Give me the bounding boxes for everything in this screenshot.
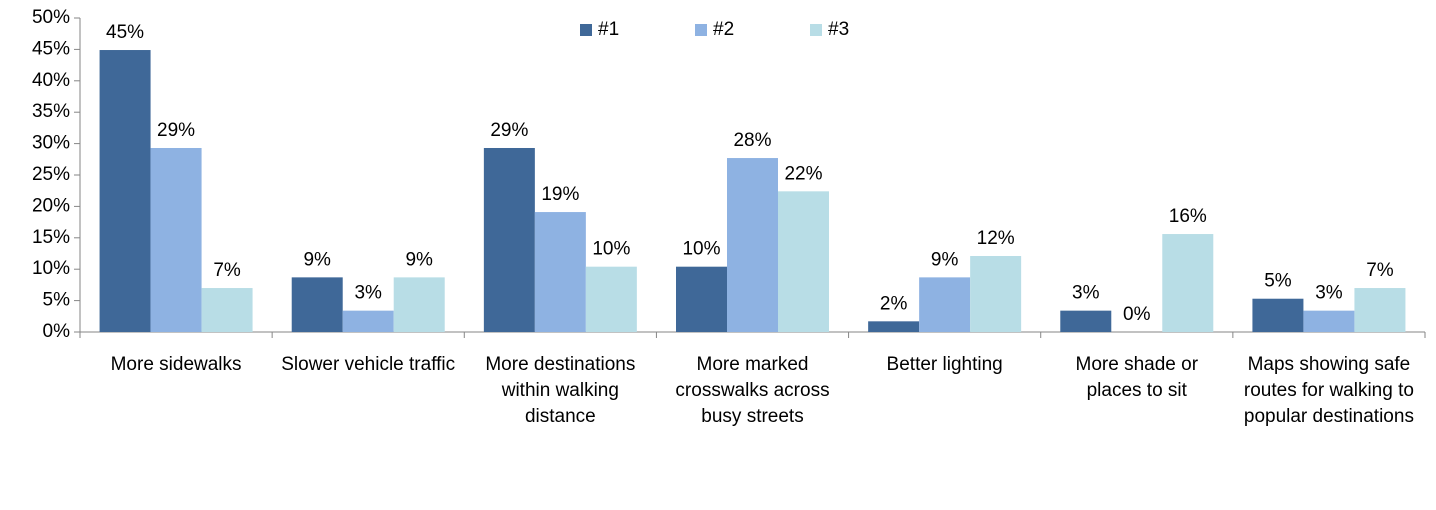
bar	[585, 266, 637, 332]
bar	[1252, 298, 1304, 332]
data-label: 10%	[682, 239, 720, 260]
y-tick-label: 15%	[32, 227, 70, 248]
x-tick-label: Better lighting	[886, 354, 1003, 375]
x-tick-label: Maps showing safe routes for walking to …	[1243, 354, 1414, 427]
x-tick-label: Slower vehicle traffic	[281, 354, 456, 375]
bar	[1303, 310, 1355, 332]
data-label: 29%	[157, 120, 195, 141]
y-tick-label: 0%	[43, 321, 71, 342]
bar	[919, 277, 971, 332]
y-tick-label: 5%	[43, 290, 71, 311]
y-tick-label: 20%	[32, 195, 70, 216]
x-tick-label: More marked crosswalks across busy stree…	[675, 354, 830, 427]
legend-label: #3	[828, 19, 849, 40]
data-label: 12%	[977, 228, 1015, 249]
bar	[727, 158, 778, 332]
legend-label: #2	[713, 19, 734, 40]
bar	[868, 321, 920, 332]
data-label: 22%	[784, 163, 822, 184]
legend-swatch	[695, 24, 707, 36]
data-label: 5%	[1264, 271, 1292, 292]
bar	[201, 288, 253, 332]
x-tick-label: More shade or places to sit	[1075, 354, 1199, 401]
x-tick-label: More destinations within walking distanc…	[485, 354, 636, 427]
legend-swatch	[580, 24, 592, 36]
bar	[342, 310, 394, 332]
y-tick-label: 35%	[32, 101, 70, 122]
bar	[1060, 310, 1112, 332]
y-tick-label: 25%	[32, 164, 70, 185]
data-label: 16%	[1169, 206, 1207, 227]
bar	[1354, 288, 1406, 332]
y-tick-label: 30%	[32, 133, 70, 154]
data-label: 2%	[880, 293, 908, 314]
bar	[291, 277, 343, 332]
bar	[393, 277, 445, 332]
legend-label: #1	[598, 19, 619, 40]
data-label: 7%	[213, 260, 241, 281]
data-label: 3%	[354, 283, 382, 304]
data-label: 9%	[931, 249, 959, 270]
y-tick-label: 10%	[32, 258, 70, 279]
data-label: 45%	[106, 22, 144, 43]
data-label: 10%	[592, 239, 630, 260]
bar	[778, 191, 829, 332]
bar	[676, 266, 727, 332]
legend-swatch	[810, 24, 822, 36]
bar	[150, 147, 202, 332]
y-tick-label: 45%	[32, 38, 70, 59]
data-label: 3%	[1072, 283, 1100, 304]
bar	[1162, 234, 1214, 332]
x-tick-label: More sidewalks	[110, 354, 242, 375]
data-label: 9%	[405, 249, 433, 270]
bar	[99, 50, 151, 332]
bar	[970, 256, 1022, 332]
data-label: 19%	[541, 184, 579, 205]
data-label: 9%	[303, 249, 331, 270]
data-label: 0%	[1123, 304, 1151, 325]
data-label: 28%	[733, 130, 771, 151]
bar	[534, 212, 586, 332]
data-label: 3%	[1315, 283, 1343, 304]
bar	[483, 147, 535, 332]
data-label: 29%	[490, 120, 528, 141]
y-tick-label: 50%	[32, 7, 70, 28]
y-tick-label: 40%	[32, 70, 70, 91]
data-label: 7%	[1366, 260, 1394, 281]
